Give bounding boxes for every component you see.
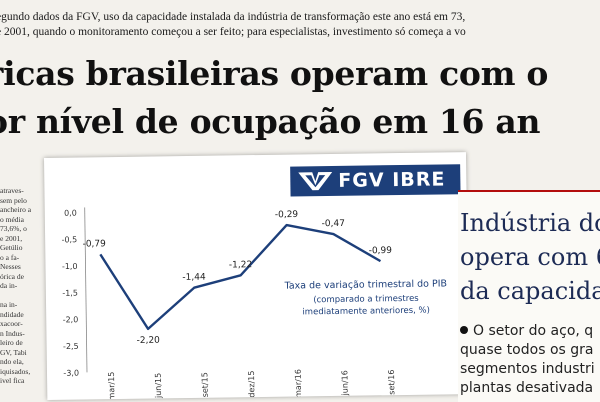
sidebar-body-line: O setor do aço, q — [460, 322, 595, 341]
left-column-line: iquisados, — [0, 366, 31, 376]
left-column-line: órica de — [0, 271, 24, 281]
x-tick-label: mar/15 — [107, 372, 116, 400]
x-tick-label: set/16 — [387, 370, 396, 395]
sidebar-body-text: O setor do aço, q — [473, 323, 594, 339]
data-label: -2,20 — [137, 336, 161, 346]
x-tick-label: set/15 — [200, 372, 209, 397]
lead-line: e 2001, quando o monitoramento começou a… — [0, 26, 466, 38]
sidebar-body-line: segmentos industri — [460, 361, 595, 377]
data-label: -1,22 — [229, 260, 252, 270]
chart-title: Taxa de variação trimestral do PIB — [284, 278, 448, 291]
article-lead: egundo dados da FGV, uso da capacidade i… — [0, 10, 600, 40]
fgv-ibre-logo: FGV IBRE — [290, 164, 461, 197]
y-tick-label: 0,0 — [64, 209, 77, 218]
sidebar-title: Indústria do opera com 6 da capacidad — [460, 206, 600, 308]
left-column-line: o média — [0, 214, 24, 224]
headline-line: ricas brasileiras operam com o — [0, 54, 549, 93]
left-column-line — [0, 291, 44, 301]
data-label: -0,29 — [275, 210, 299, 220]
x-tick-label: jun/15 — [154, 373, 163, 399]
data-label: -1,44 — [182, 273, 206, 283]
sidebar-title-line: da capacidad — [460, 277, 600, 305]
y-axis-line — [84, 207, 88, 373]
sidebar-body-line: quase todos os gra — [460, 342, 594, 358]
left-column-line: o a fa- — [0, 252, 20, 262]
data-label: -0,99 — [369, 246, 393, 256]
headline-line: or nível de ocupação em 16 an — [0, 102, 541, 141]
left-column-line: leiro de — [0, 338, 23, 347]
left-column-line: GV, Tabi — [0, 347, 27, 357]
sidebar-title-line: Indústria do — [460, 209, 600, 237]
left-column-line: ndidade — [0, 309, 24, 319]
sidebar-title-line: opera com 6 — [460, 243, 600, 271]
y-tick-label: -1,0 — [62, 262, 78, 271]
sidebar-body-line: plantas desativada — [460, 380, 594, 396]
left-column-line: e 2001, — [0, 233, 23, 243]
left-column-line: xacoor- — [0, 319, 23, 328]
data-label: -0,47 — [322, 219, 345, 229]
article-headline: ricas brasileiras operam com o or nível … — [0, 50, 600, 146]
left-column-line: atraves- — [0, 186, 24, 195]
left-column-line: 73,6%, o — [0, 224, 27, 233]
left-column-line: da in- — [0, 281, 18, 290]
chart-card: FGV IBRE 0,0 -0,5 -1,0 -1,5 -2,0 -2,5 -3,0 mar/… — [44, 152, 470, 400]
y-tick-label: -1,5 — [62, 289, 78, 298]
chart-subtitle-line: imediatamente anteriores, %) — [302, 306, 430, 318]
left-column-line: Nesses — [0, 262, 21, 271]
y-tick-label: -2,5 — [63, 342, 79, 351]
x-tick-label: mar/16 — [294, 369, 303, 398]
x-tick-label: jun/16 — [340, 370, 349, 396]
y-tick-label: -0,5 — [61, 235, 77, 244]
left-column-line: ndo ela, — [0, 357, 24, 366]
bullet-icon — [460, 326, 468, 334]
left-column-line: sem pelo — [0, 195, 27, 205]
lead-line: egundo dados da FGV, uso da capacidade i… — [0, 11, 466, 23]
x-tick-label: dez/15 — [247, 371, 256, 398]
sidebar-box: Indústria do opera com 6 da capacidad O … — [458, 190, 600, 402]
left-column-line: ancheiro a — [0, 205, 32, 214]
series-line — [99, 223, 382, 331]
sidebar-body: O setor do aço, q quase todos os gra seg… — [460, 322, 595, 398]
data-label: -0,79 — [82, 239, 106, 249]
chart-subtitle-line: (comparado a trimestres — [313, 294, 419, 305]
y-tick-label: -3,0 — [63, 369, 79, 378]
left-column-line: na in- — [0, 300, 18, 309]
gdp-line-chart: 0,0 -0,5 -1,0 -1,5 -2,0 -2,5 -3,0 mar/15 jun/15 s… — [61, 207, 448, 400]
left-column-line: Getúlio — [0, 243, 23, 252]
y-tick-label: -2,0 — [63, 315, 79, 324]
fgv-logo-icon — [298, 171, 333, 191]
left-column-line: ivel fica — [0, 376, 25, 385]
left-column-line: n Indus- — [0, 328, 25, 338]
